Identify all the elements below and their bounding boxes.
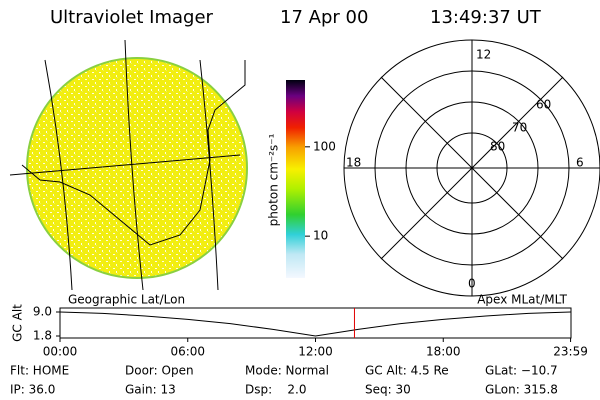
x-tick-label: 23:59 — [553, 345, 588, 359]
status-field: Flt: HOME — [10, 364, 69, 378]
status-field: Door: Open — [125, 364, 194, 378]
polar-label: 6 — [576, 156, 584, 170]
x-tick-label: 06:00 — [170, 345, 205, 359]
colorbar-tick-label: 10 — [313, 229, 328, 243]
title: Ultraviolet Imager — [50, 7, 214, 28]
polar-ring-label: 70 — [512, 121, 527, 135]
timeline-right-label: Apex MLat/MLT — [477, 293, 567, 307]
x-tick-label: 12:00 — [298, 345, 333, 359]
timeline-frame — [59, 307, 572, 339]
polar-label: 0 — [468, 277, 476, 291]
colorbar-label: photon cm⁻²s⁻¹ — [267, 133, 281, 226]
y-tick-label: 1.8 — [33, 329, 52, 343]
polar-label: 18 — [346, 156, 361, 170]
status-field: GLon: 315.8 — [485, 383, 558, 397]
x-tick-label: 00:00 — [43, 345, 78, 359]
status-field: Mode: Normal — [245, 364, 329, 378]
timeline-y-label: GC Alt — [11, 304, 25, 342]
colorbar-tick-label: 100 — [313, 139, 336, 153]
altitude-line — [59, 311, 571, 337]
x-tick-label: 18:00 — [426, 345, 461, 359]
polar-grid — [343, 39, 600, 297]
polar-label: 12 — [476, 48, 491, 62]
time: 13:49:37 UT — [430, 7, 542, 28]
status-field: IP: 36.0 — [10, 383, 55, 397]
timeline-left-label: Geographic Lat/Lon — [68, 293, 185, 307]
polar-ring-label: 60 — [536, 98, 551, 112]
status-field: GLat: −10.7 — [485, 364, 558, 378]
polar-ring-label: 80 — [490, 140, 505, 154]
status-field: Dsp: 2.0 — [245, 383, 307, 397]
date: 17 Apr 00 — [280, 7, 368, 28]
status-field: Gain: 13 — [125, 383, 176, 397]
status-field: GC Alt: 4.5 Re — [365, 364, 449, 378]
earth-image — [9, 39, 248, 291]
status-field: Seq: 30 — [365, 383, 411, 397]
y-tick-label: 9.0 — [33, 305, 52, 319]
colorbar — [286, 80, 305, 278]
